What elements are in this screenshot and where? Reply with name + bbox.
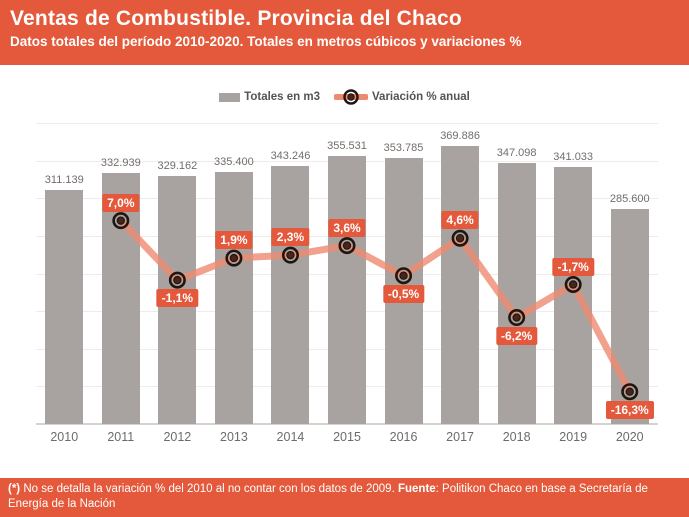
source-text: : Politikon Chaco en base a Secretaría d… xyxy=(8,483,648,510)
x-axis-label: 2015 xyxy=(333,430,361,444)
variation-line xyxy=(117,217,634,396)
bar xyxy=(328,156,366,424)
legend-label-totals: Totales en m3 xyxy=(244,91,321,103)
variation-label: 2,3% xyxy=(271,228,310,247)
bar-value-label: 341.033 xyxy=(553,151,594,164)
x-axis-label: 2016 xyxy=(389,430,418,444)
bar-value-label: 347.098 xyxy=(496,146,537,159)
variation-marker xyxy=(112,212,130,230)
variation-label: -16,3% xyxy=(605,400,654,419)
footnote-asterisk: (*) xyxy=(8,483,21,495)
x-axis-label: 2018 xyxy=(502,430,531,444)
plot-area: 311.139 332.939 329.162 335.400 343.246 355.5… xyxy=(36,123,658,425)
x-axis-label: 2014 xyxy=(276,430,305,444)
variation-label: 4,6% xyxy=(441,211,479,230)
variation-marker xyxy=(225,249,243,267)
variation-label: -1,7% xyxy=(552,257,594,276)
bar-swatch-icon xyxy=(219,92,241,102)
x-axis-label: 2019 xyxy=(559,430,588,444)
bar-value-label: 335.400 xyxy=(214,155,254,168)
bar-value-label: 353.785 xyxy=(383,141,424,154)
variation-marker xyxy=(338,237,356,255)
variation-label: -1,1% xyxy=(156,289,199,308)
variation-marker xyxy=(395,267,413,285)
bar xyxy=(497,162,536,424)
x-axis-label: 2012 xyxy=(163,430,192,444)
bar xyxy=(45,189,84,424)
page-subtitle: Datos totales del período 2010-2020. Tot… xyxy=(10,34,522,50)
x-axis-labels: 2010 2011 2012 2013 2014 2015 2016 2017 2018 2019… xyxy=(36,430,658,446)
variation-marker xyxy=(621,383,639,401)
x-axis-label: 2017 xyxy=(446,430,474,444)
variation-line-chart xyxy=(112,212,639,401)
bar-value-label: 343.246 xyxy=(270,149,311,162)
footnote: (*) No se detalla la variación % del 201… xyxy=(0,478,689,517)
bar xyxy=(101,173,140,424)
chart-header: Ventas de Combustible. Provincia del Cha… xyxy=(0,0,689,65)
variation-marker xyxy=(564,276,582,294)
page-title: Ventas de Combustible. Provincia del Cha… xyxy=(10,7,462,30)
x-axis-label: 2011 xyxy=(107,430,135,444)
footnote-text: No se detalla la variación % del 2010 al… xyxy=(20,483,398,495)
legend: Totales en m3 Variación % anual xyxy=(0,88,689,106)
line-marker-swatch-icon xyxy=(334,89,369,105)
bar xyxy=(441,145,480,424)
bar xyxy=(214,171,253,424)
variation-label: -0,5% xyxy=(382,284,425,303)
variation-label: 7,0% xyxy=(102,193,140,212)
variation-label: -6,2% xyxy=(495,326,538,345)
legend-label-variation: Variación % anual xyxy=(372,91,470,103)
bar-value-label: 355.531 xyxy=(327,140,367,153)
chart-region: Totales en m3 Variación % anual 311.139 3… xyxy=(0,65,689,478)
x-axis-label: 2010 xyxy=(50,430,79,444)
bar-value-label: 329.162 xyxy=(157,160,198,173)
variation-label: 1,9% xyxy=(215,231,253,250)
variation-marker xyxy=(451,229,469,247)
x-axis-line xyxy=(36,423,658,425)
x-axis-label: 2020 xyxy=(615,430,644,444)
bar-value-label: 332.939 xyxy=(100,157,141,170)
legend-item-variation: Variación % anual xyxy=(334,88,470,106)
gridline xyxy=(36,123,658,124)
bar-value-label: 369.886 xyxy=(440,129,480,142)
bar-value-label: 285.600 xyxy=(609,193,650,206)
variation-marker xyxy=(281,246,299,264)
variation-label: 3,6% xyxy=(328,218,366,237)
legend-item-totals: Totales en m3 xyxy=(219,91,320,103)
bar xyxy=(271,165,310,424)
source-label: Fuente xyxy=(397,483,436,495)
bar-value-label: 311.139 xyxy=(44,173,84,186)
variation-marker xyxy=(168,271,186,289)
variation-marker xyxy=(508,309,526,327)
x-axis-label: 2013 xyxy=(220,430,248,444)
